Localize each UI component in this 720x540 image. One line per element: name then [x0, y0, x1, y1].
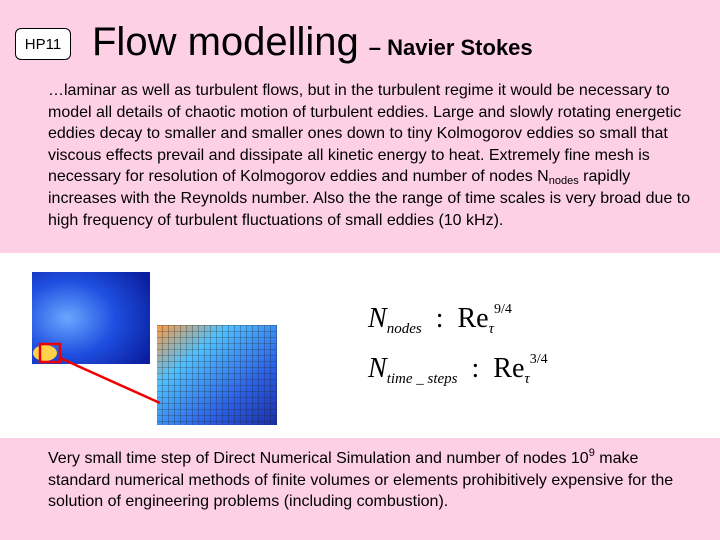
hotspot — [33, 345, 57, 361]
sep: : — [471, 353, 480, 384]
lhs: N — [368, 303, 387, 334]
formula: Nnodes: Reτ 9/4 — [368, 302, 512, 337]
title: Flow modelling – Navier Stokes — [92, 20, 533, 65]
badge: HP11 — [15, 28, 71, 60]
rhs-sup: 3/4 — [529, 352, 548, 367]
rhs-sub: τ — [524, 371, 530, 387]
superscript: 9 — [588, 447, 595, 459]
rhs-sup: 9/4 — [493, 302, 512, 317]
sep: : — [435, 303, 444, 334]
zoom-box — [38, 342, 62, 364]
title-main: Flow modelling — [92, 20, 359, 64]
lhs: N — [368, 353, 387, 384]
formula: Ntime _ steps: Reτ 3/4 — [368, 352, 548, 387]
mesh-grid — [157, 325, 277, 425]
text: …laminar as well as turbulent flows, but… — [48, 82, 682, 186]
subscript: nodes — [548, 175, 579, 188]
text: rapidly increases with the Reynolds numb… — [48, 168, 691, 229]
text: make standard numerical methods of finit… — [48, 450, 674, 511]
lhs-sub: nodes — [386, 321, 422, 337]
figures — [32, 272, 277, 425]
rhs-sub: τ — [488, 321, 494, 337]
footer-text: Very small time step of Direct Numerical… — [48, 448, 700, 513]
rhs: Re — [493, 353, 525, 384]
lhs-sub: time _ steps — [386, 371, 458, 387]
text: Very small time step of Direct Numerical… — [48, 450, 589, 467]
rhs: Re — [457, 303, 489, 334]
title-sub: – Navier Stokes — [368, 35, 533, 60]
figure-band: Nnodes: Reτ9/4 Ntime _ steps: Reτ3/4 — [0, 253, 720, 438]
zoom-line — [59, 356, 161, 405]
intro-text: …laminar as well as turbulent flows, but… — [48, 80, 700, 231]
